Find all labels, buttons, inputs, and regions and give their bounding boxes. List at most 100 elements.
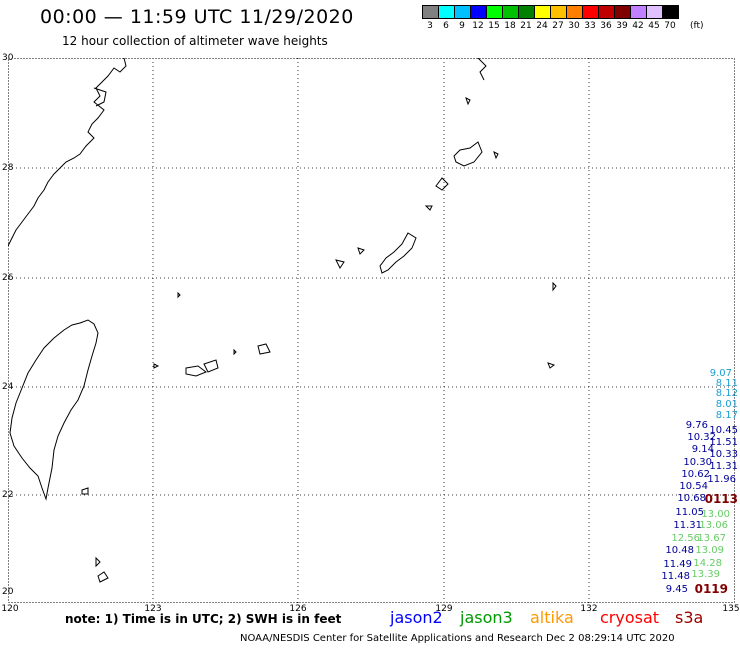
map-frame (8, 58, 735, 603)
lat-label: 24 (2, 382, 14, 392)
graticule (8, 58, 735, 603)
map-area (8, 58, 735, 603)
legend-item-altika: altika (530, 608, 574, 627)
legend-item-cryosat: cryosat (600, 608, 660, 627)
china-inlet (93, 87, 107, 107)
wave-value: 8.01 (715, 399, 738, 410)
miyako-island (257, 343, 271, 355)
color-swatch-label: 45 (648, 21, 660, 31)
wave-value: 13.00 (701, 509, 730, 520)
lon-label: 120 (1, 604, 19, 614)
wave-value: 10.54 (679, 481, 708, 492)
wave-value: 11.48 (661, 571, 690, 582)
color-swatch (486, 5, 503, 19)
wave-value: 13.67 (697, 533, 726, 544)
kerama-islands (335, 259, 345, 269)
wave-value: 11.49 (663, 559, 692, 570)
page-subtitle: 12 hour collection of altimeter wave hei… (62, 34, 328, 48)
tokara-islands (477, 58, 487, 81)
legend-item-s3a: s3a (675, 608, 704, 627)
lon-label: 132 (580, 604, 598, 614)
color-swatch-label: 12 (472, 21, 484, 31)
wave-value: 8.17 (715, 410, 738, 421)
wave-value: 12.56 (671, 533, 700, 544)
color-swatch (646, 5, 663, 19)
scale-unit: (ft) (690, 21, 704, 31)
tokunoshima-island (435, 177, 449, 191)
wave-value: 13.39 (691, 569, 720, 580)
color-swatch (614, 5, 631, 19)
wave-value: 11.05 (675, 507, 704, 518)
lat-label: 20 (2, 587, 14, 597)
taiwan-coastline (9, 319, 99, 501)
small-islet-5 (465, 97, 471, 106)
color-swatch-label: 39 (616, 21, 628, 31)
wave-value: 8.12 (715, 388, 738, 399)
color-swatch-label: 42 (632, 21, 644, 31)
color-swatch (518, 5, 535, 19)
wave-value: 9.76 (685, 420, 708, 431)
legend-item-jason3: jason3 (460, 608, 513, 627)
color-swatch-label: 33 (584, 21, 596, 31)
wave-value: 13.06 (699, 520, 728, 531)
color-swatch (630, 5, 647, 19)
china-coastline (8, 58, 127, 247)
wave-value: 10.45 (709, 425, 738, 436)
wave-value: 10.32 (687, 432, 716, 443)
small-islet-1 (153, 363, 160, 369)
lon-label: 129 (435, 604, 453, 614)
wave-value: 11.51 (709, 437, 738, 448)
wave-value: 10.62 (681, 469, 710, 480)
color-swatch (502, 5, 519, 19)
lon-label: 126 (289, 604, 307, 614)
wave-value: 14.28 (693, 558, 722, 569)
lon-label: 123 (144, 604, 162, 614)
color-swatch-label: 36 (600, 21, 612, 31)
color-swatch (422, 5, 439, 19)
daito-islands (552, 281, 557, 292)
map-svg (8, 58, 735, 603)
small-islet-2 (177, 291, 181, 299)
color-scale (422, 5, 679, 19)
color-swatch-label: 24 (536, 21, 548, 31)
wave-value: 10.68 (677, 493, 706, 504)
color-swatch (566, 5, 583, 19)
wave-value: 8.11 (715, 378, 738, 389)
color-swatch (662, 5, 679, 19)
color-swatch-label: 6 (443, 21, 449, 31)
credit-line: NOAA/NESDIS Center for Satellite Applica… (240, 633, 675, 644)
wave-value: 9.14 (691, 444, 714, 455)
small-islet-3 (233, 348, 237, 356)
south-islet-1 (95, 556, 101, 568)
color-swatch (598, 5, 615, 19)
wave-value: 10.30 (683, 457, 712, 468)
amami-island (453, 141, 483, 167)
wave-value: 11.96 (707, 474, 736, 485)
lat-label: 28 (2, 163, 14, 173)
legend-item-jason2: jason2 (390, 608, 443, 627)
ishigaki-island (185, 365, 208, 377)
far-east-islet (547, 362, 556, 369)
iriomote-island (203, 359, 219, 373)
color-swatch-label: 21 (520, 21, 532, 31)
color-swatch-label: 27 (552, 21, 564, 31)
color-swatch-label: 15 (488, 21, 500, 31)
small-islet-4 (424, 205, 433, 211)
lat-label: 30 (2, 53, 14, 63)
color-swatch (470, 5, 487, 19)
wave-value: 11.31 (673, 520, 702, 531)
wave-value: 13.09 (695, 545, 724, 556)
lanyu-island (81, 487, 89, 495)
color-swatch-label: 70 (664, 21, 676, 31)
wave-value: 10.33 (709, 449, 738, 460)
page-title: 00:00 — 11:59 UTC 11/29/2020 (40, 6, 354, 28)
color-swatch-label: 18 (504, 21, 516, 31)
small-islet-6 (493, 151, 499, 160)
color-swatch (438, 5, 455, 19)
okinawa-island (379, 232, 417, 274)
color-swatch (534, 5, 551, 19)
wave-value: 10.48 (665, 545, 694, 556)
color-swatch-label: 30 (568, 21, 580, 31)
color-swatch (582, 5, 599, 19)
color-swatch-label: 3 (427, 21, 433, 31)
